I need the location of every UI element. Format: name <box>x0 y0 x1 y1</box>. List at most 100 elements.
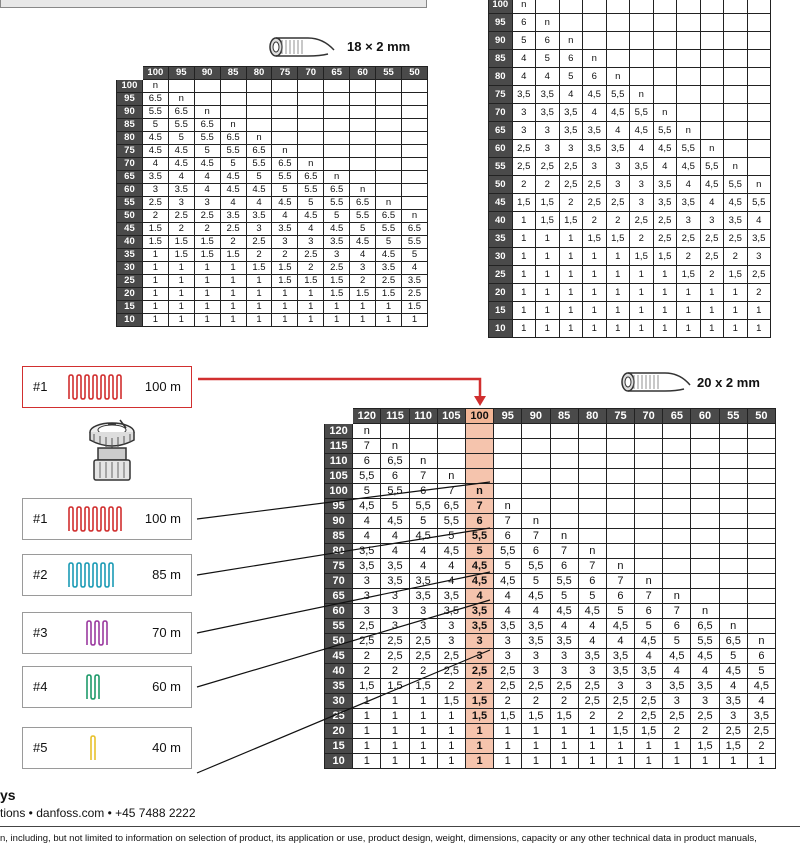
table-row: 75 3,5 3,5 4 4 4,5 5 5,5 6 7 n <box>323 558 777 574</box>
table-cell <box>634 498 664 514</box>
table-cell <box>577 498 607 514</box>
row-header: 10 <box>116 313 143 327</box>
table-cell <box>690 558 720 574</box>
table-cell <box>400 157 429 171</box>
table-cell <box>193 92 221 106</box>
table-cell: n <box>245 131 273 145</box>
row-header: 70 <box>116 157 143 171</box>
table-row: 50 2 2.5 2.5 3.5 3.5 4 4.5 5 5.5 6.5 n <box>116 209 429 223</box>
table-cell: 2,5 <box>511 157 536 176</box>
table-cell: 3 <box>380 588 410 604</box>
table-cell <box>676 67 701 86</box>
table-cell: 3,5 <box>718 693 748 709</box>
column-header: 90 <box>193 66 221 80</box>
table-cell <box>493 438 523 454</box>
table-cell: 2,5 <box>746 265 771 284</box>
table-cell: n <box>746 175 771 194</box>
table-cell: 2 <box>349 274 377 288</box>
table-cell: 1 <box>323 300 351 314</box>
table-cell: 2 <box>629 229 654 248</box>
table-cell: 2,5 <box>352 618 382 634</box>
table-cell: 2 <box>352 663 382 679</box>
table-cell <box>652 31 677 50</box>
table-cell: n <box>577 543 607 559</box>
table-cell: 1.5 <box>167 235 195 249</box>
table-cell: 1 <box>699 319 724 338</box>
table-cell: 5,5 <box>352 468 382 484</box>
table-cell: 3,5 <box>464 603 495 619</box>
table-cell: 3 <box>558 139 583 158</box>
table-cell <box>245 92 273 106</box>
table-cell: 4 <box>577 618 607 634</box>
table-cell: n <box>193 105 221 119</box>
table-cell: 5 <box>245 170 273 184</box>
table-cell <box>271 131 299 145</box>
table-cell: 4 <box>549 618 579 634</box>
loop-box: #4 60 m <box>22 666 192 708</box>
table-row: 75 3,5 3,5 4 4,5 5,5 n <box>488 85 771 104</box>
table-cell <box>605 31 630 50</box>
table-row: 80 4 4 5 6 n <box>488 67 771 86</box>
table-cell <box>662 558 692 574</box>
table-cell: 1 <box>219 313 247 327</box>
table-cell <box>493 483 523 499</box>
row-header: 60 <box>323 603 354 619</box>
table-cell: 5.5 <box>400 235 429 249</box>
row-header: 70 <box>488 103 513 122</box>
table-cell: n <box>323 170 351 184</box>
table-cell: 1 <box>558 301 583 320</box>
table-cell: 5 <box>634 618 664 634</box>
table-cell <box>375 144 402 158</box>
table-cell: 2 <box>605 211 630 230</box>
table-cell <box>746 423 777 439</box>
table-cell: 6,5 <box>380 453 410 469</box>
table-cell <box>375 183 402 197</box>
table-cell: 3,5 <box>521 633 551 649</box>
table-cell <box>662 528 692 544</box>
table-cell <box>605 498 636 514</box>
row-header: 10 <box>488 319 513 338</box>
table-cell: 3 <box>699 211 724 230</box>
table-cell: 1 <box>577 753 607 769</box>
table-cell: 1 <box>652 301 677 320</box>
table-cell: n <box>297 157 325 171</box>
table-cell <box>690 513 720 529</box>
table-cell: 4.5 <box>245 183 273 197</box>
table-cell: 2 <box>352 648 382 664</box>
table-row: 15 1 1 1 1 1 1 1 1 1 1 1.5 <box>116 300 429 314</box>
table-cell: 7 <box>549 543 579 559</box>
heating-loop-icon <box>86 674 100 700</box>
table-cell: 4 <box>352 528 382 544</box>
table-cell: 3 <box>408 603 438 619</box>
table-cell <box>577 468 607 484</box>
table-row: 45 1.5 2 2 2.5 3 3.5 4 4.5 5 5.5 6.5 <box>116 222 429 236</box>
row-header: 85 <box>116 118 143 132</box>
table-cell: 1 <box>629 283 654 302</box>
table-cell <box>605 0 630 14</box>
table-cell: 6 <box>746 648 777 664</box>
column-header: 120 <box>352 408 382 424</box>
table-cell: 3,5 <box>605 648 636 664</box>
table-row: 55 2.5 3 3 4 4 4.5 5 5.5 6.5 n <box>116 196 429 210</box>
table-cell: 3 <box>605 678 636 694</box>
table-cell: 2 <box>577 708 607 724</box>
table-cell: 2.5 <box>400 287 429 301</box>
table-cell <box>746 438 777 454</box>
table-cell <box>690 588 720 604</box>
table-cell <box>380 423 410 439</box>
table-cell <box>690 543 720 559</box>
table-cell: 3,5 <box>605 139 630 158</box>
heating-loop-icon <box>68 374 122 400</box>
row-header: 35 <box>488 229 513 248</box>
table-cell: 4 <box>380 543 410 559</box>
table-cell: 5 <box>400 248 429 262</box>
table-cell: 4 <box>271 209 299 223</box>
table-cell <box>723 13 748 32</box>
row-header: 30 <box>116 261 143 275</box>
table-cell: 3,5 <box>380 558 410 574</box>
table-cell <box>634 453 664 469</box>
table-cell: 2.5 <box>167 209 195 223</box>
table-cell <box>746 618 777 634</box>
table-cell: 5 <box>297 196 325 210</box>
row-header: 100 <box>323 483 354 499</box>
